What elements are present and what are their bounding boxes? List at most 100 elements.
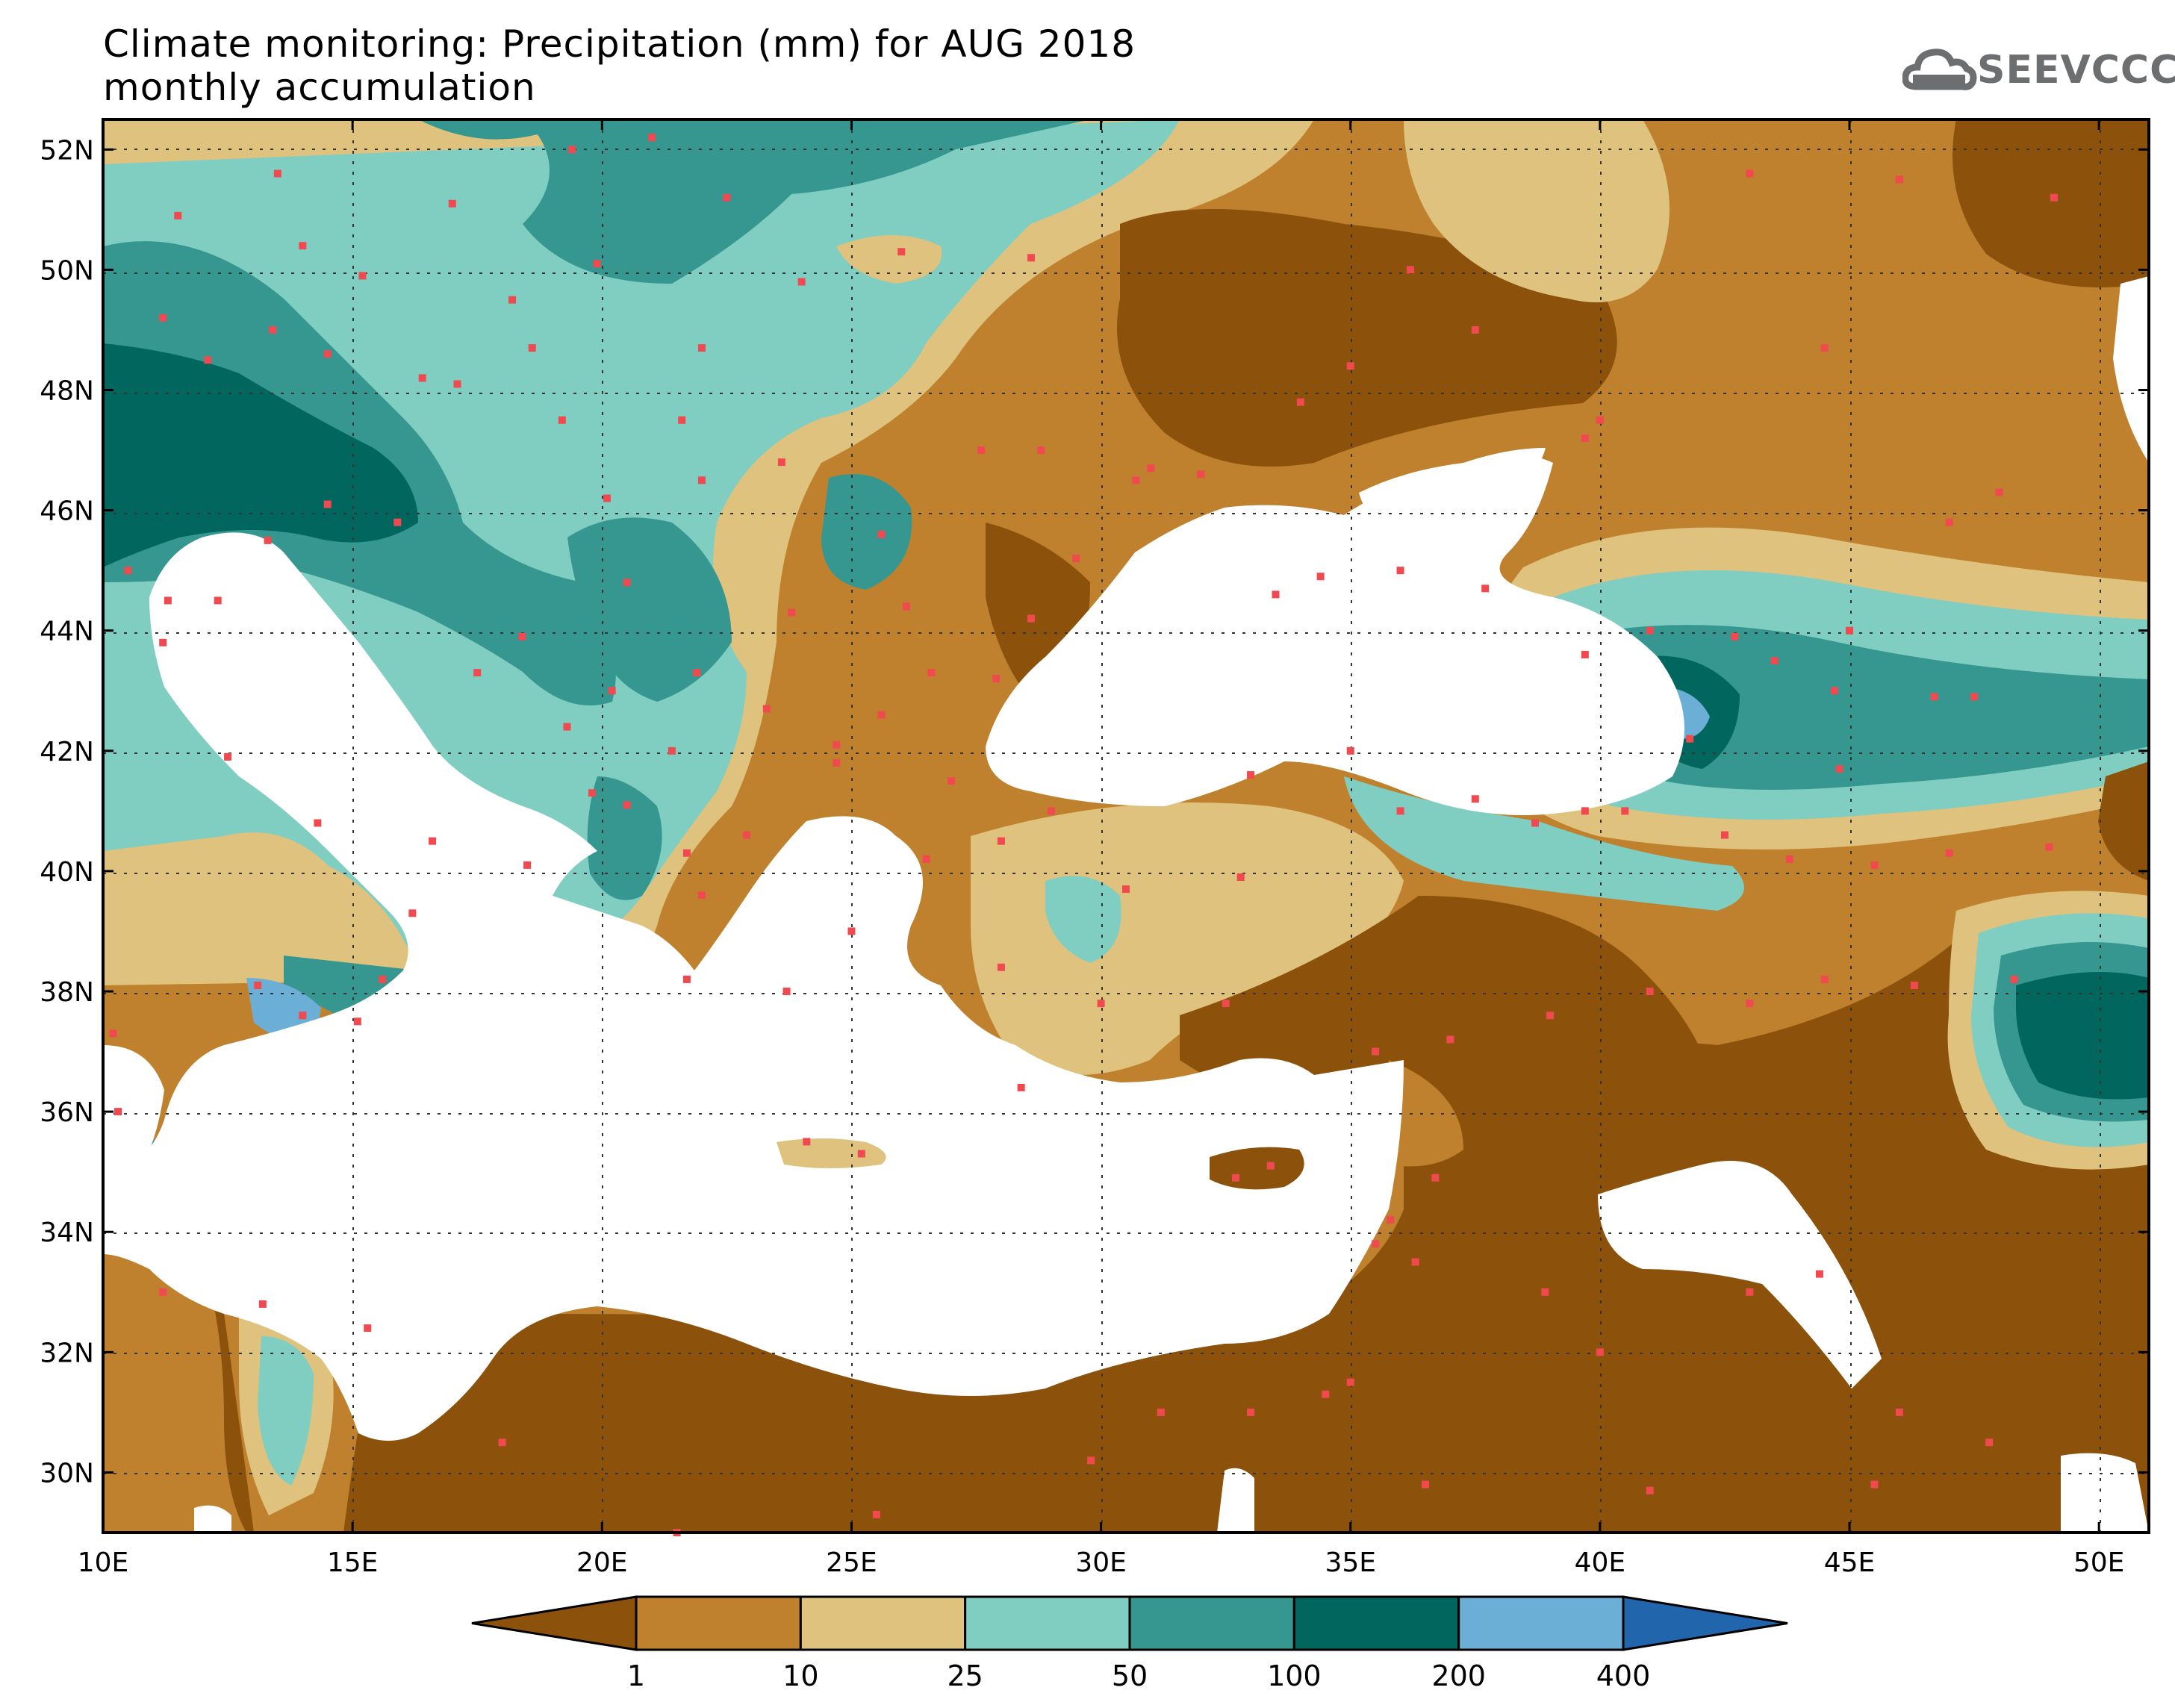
station-marker: [1266, 1162, 1275, 1170]
lat-tick-label: 50N: [40, 255, 94, 286]
station-marker: [114, 1108, 122, 1116]
chart-title: Climate monitoring: Precipitation (mm) f…: [103, 22, 1136, 109]
station-marker: [872, 1510, 880, 1518]
station-marker: [258, 1300, 267, 1308]
colorbar-segment: [1128, 1595, 1295, 1651]
station-marker: [1815, 1270, 1823, 1278]
station-marker: [603, 494, 611, 502]
station-marker: [314, 819, 322, 827]
station-marker: [174, 211, 182, 219]
station-marker: [1372, 1240, 1380, 1248]
station-marker: [1995, 488, 2003, 496]
station-marker: [299, 242, 307, 250]
station-marker: [1232, 1174, 1240, 1182]
station-marker: [224, 752, 232, 761]
lat-tick-label: 46N: [40, 496, 94, 527]
lat-tick-label: 52N: [40, 135, 94, 166]
station-marker: [977, 446, 986, 455]
station-marker: [1820, 975, 1829, 983]
colorbar: 1 10 25 50 100 200 400: [471, 1595, 1788, 1692]
station-marker: [1686, 735, 1694, 743]
station-marker: [648, 134, 656, 142]
station-marker: [1346, 747, 1354, 755]
cloud-icon: [1902, 49, 1977, 90]
station-marker: [1027, 614, 1036, 623]
station-marker: [1546, 1012, 1555, 1020]
precipitation-field: [103, 119, 2149, 1533]
title-line-2: monthly accumulation: [103, 66, 536, 109]
station-marker: [857, 1150, 865, 1158]
station-marker: [1372, 1047, 1380, 1056]
lat-tick-label: 36N: [40, 1097, 94, 1128]
station-marker: [1910, 981, 1918, 989]
station-marker: [1581, 434, 1589, 442]
station-marker: [159, 314, 167, 322]
station-marker: [1236, 873, 1245, 881]
station-marker: [1272, 590, 1280, 599]
station-marker: [682, 975, 691, 983]
station-marker: [1581, 650, 1589, 658]
station-marker: [1596, 416, 1604, 424]
station-marker: [922, 855, 930, 863]
station-marker: [1870, 1480, 1879, 1489]
station-marker: [568, 146, 576, 154]
station-marker: [697, 891, 706, 900]
lon-tick-label: 30E: [1075, 1548, 1127, 1578]
station-marker: [204, 356, 212, 364]
station-marker: [847, 927, 856, 935]
colorbar-segment-above: [1622, 1595, 1788, 1651]
title-line-1: Climate monitoring: Precipitation (mm) f…: [103, 22, 1136, 66]
lon-tick-label: 40E: [1575, 1548, 1626, 1578]
station-marker: [1835, 764, 1843, 773]
colorbar-segment: [799, 1595, 967, 1651]
station-marker: [797, 278, 806, 286]
station-marker: [1047, 807, 1055, 815]
station-marker: [1027, 254, 1036, 262]
colorbar-segment: [1457, 1595, 1625, 1651]
station-marker: [1122, 885, 1130, 894]
station-marker: [1421, 1480, 1429, 1489]
station-marker: [1930, 693, 1938, 701]
station-marker: [563, 723, 571, 731]
station-marker: [159, 1288, 167, 1296]
station-marker: [558, 416, 566, 424]
station-marker: [358, 272, 367, 280]
station-markers: [109, 134, 2059, 1536]
station-marker: [1471, 795, 1479, 803]
station-marker: [2010, 975, 2018, 983]
station-marker: [1431, 1174, 1440, 1182]
logo-text: SEEVCCC: [1977, 48, 2175, 93]
station-marker: [723, 193, 731, 202]
station-marker: [1770, 656, 1779, 664]
station-marker: [1621, 807, 1629, 815]
station-marker: [1746, 1288, 1754, 1296]
station-marker: [1481, 585, 1490, 593]
lon-tick-label: 25E: [826, 1548, 877, 1578]
station-marker: [364, 1324, 372, 1333]
station-marker: [623, 801, 631, 809]
station-marker: [1870, 861, 1879, 869]
colorbar-segment: [635, 1595, 802, 1651]
station-marker: [408, 909, 417, 917]
station-marker: [1247, 771, 1255, 779]
station-marker: [323, 350, 332, 358]
colorbar-label: 50: [1112, 1659, 1148, 1692]
station-marker: [214, 596, 222, 605]
station-marker: [1157, 1408, 1165, 1416]
station-marker: [593, 260, 601, 268]
station-marker: [588, 789, 596, 797]
station-marker: [299, 1012, 307, 1020]
station-marker: [124, 567, 132, 575]
station-marker: [498, 1439, 506, 1447]
colorbar-label: 25: [947, 1659, 983, 1692]
colorbar-segment: [1292, 1595, 1460, 1651]
station-marker: [1541, 1288, 1549, 1296]
station-marker: [1581, 807, 1589, 815]
station-marker: [1746, 169, 1754, 178]
lat-tick-label: 48N: [40, 375, 94, 406]
station-marker: [518, 632, 526, 640]
station-marker: [1985, 1439, 1994, 1447]
station-marker: [264, 536, 272, 544]
colorbar-label: 1: [627, 1659, 645, 1692]
station-marker: [254, 981, 262, 989]
